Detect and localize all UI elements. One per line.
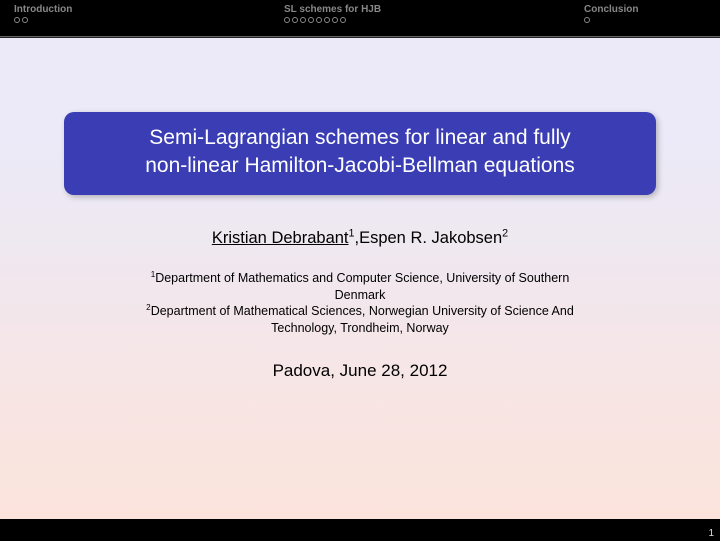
nav-progress-dots — [584, 17, 638, 23]
affil-2-line-1: 2Department of Mathematical Sciences, No… — [60, 303, 660, 320]
title-block: Semi-Lagrangian schemes for linear and f… — [64, 112, 656, 195]
nav-progress-dots — [14, 17, 284, 23]
affil-1-line-1: 1Department of Mathematics and Computer … — [60, 270, 660, 287]
nav-section-conclusion[interactable]: Conclusion — [584, 4, 638, 23]
nav-section-introduction[interactable]: Introduction — [14, 4, 284, 23]
nav-label: Conclusion — [584, 4, 638, 17]
authors: Kristian Debrabant1,Espen R. Jakobsen2 — [212, 229, 508, 248]
affil-2-line-2: Technology, Trondheim, Norway — [60, 320, 660, 337]
venue: Padova, June 28, 2012 — [273, 361, 448, 381]
author-presenting: Kristian Debrabant — [212, 229, 349, 247]
slide: Introduction SL schemes for HJB Conclusi… — [0, 0, 720, 541]
title-line-2: non-linear Hamilton-Jacobi-Bellman equat… — [82, 152, 638, 180]
title-line-1: Semi-Lagrangian schemes for linear and f… — [82, 124, 638, 152]
nav-section-sl-schemes[interactable]: SL schemes for HJB — [284, 4, 584, 23]
slide-content: Semi-Lagrangian schemes for linear and f… — [0, 38, 720, 519]
affil-1-line-2: Denmark — [60, 287, 660, 304]
author-coauthor: Espen R. Jakobsen — [359, 229, 502, 247]
page-number: 1 — [708, 528, 714, 539]
nav-label: Introduction — [14, 4, 284, 17]
nav-label: SL schemes for HJB — [284, 4, 584, 17]
author-sup: 2 — [502, 227, 508, 239]
footer-bar: 1 — [0, 519, 720, 541]
nav-topbar: Introduction SL schemes for HJB Conclusi… — [0, 0, 720, 36]
nav-progress-dots — [284, 17, 584, 23]
affiliations: 1Department of Mathematics and Computer … — [60, 270, 660, 338]
